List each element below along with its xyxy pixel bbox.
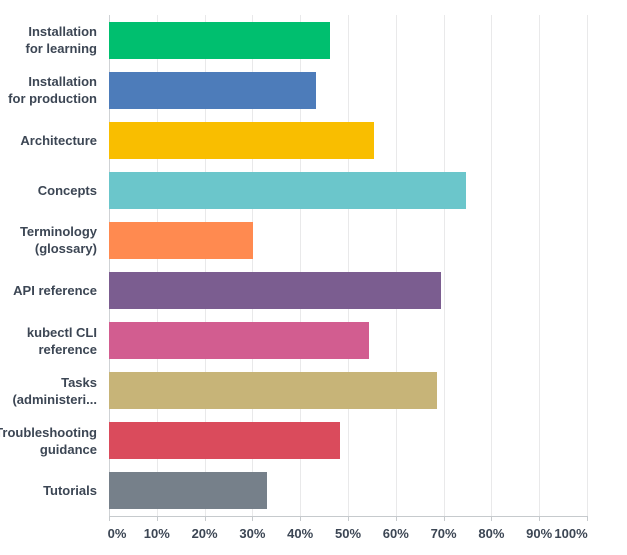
bar-row xyxy=(109,15,587,65)
category-label: Troubleshooting guidance xyxy=(0,424,97,457)
x-tick-label: 70% xyxy=(430,526,457,541)
x-tick-label: 90% xyxy=(526,526,553,541)
bar xyxy=(109,272,442,310)
y-axis-line xyxy=(109,15,110,516)
category-axis: Installation for learning Installation fo… xyxy=(0,15,103,516)
gridline xyxy=(348,15,349,516)
x-tick-label: 0% xyxy=(107,526,127,541)
gridline xyxy=(539,15,541,516)
bar-row xyxy=(109,165,587,215)
bar xyxy=(109,221,254,259)
bar-row xyxy=(109,416,587,466)
bar xyxy=(109,422,340,460)
x-tick-label: 40% xyxy=(287,526,314,541)
category-label: Terminology (glossary) xyxy=(19,224,97,257)
bar-row xyxy=(109,215,587,265)
category-label: kubectl CLI reference xyxy=(26,324,97,357)
category-label: Tutorials xyxy=(43,483,97,499)
bar-row xyxy=(109,115,587,165)
x-tick-label: 50% xyxy=(334,526,362,541)
x-tick-label: 100% xyxy=(554,526,588,541)
bar xyxy=(109,322,370,360)
x-axis-tick xyxy=(587,516,588,521)
x-tick-label: 60% xyxy=(382,526,409,541)
gridline xyxy=(156,15,158,516)
bar xyxy=(109,171,466,209)
bar xyxy=(109,372,437,410)
x-tick-label: 20% xyxy=(191,526,218,541)
x-tick-label: 80% xyxy=(478,526,505,541)
x-tick-label: 10% xyxy=(143,526,170,541)
x-axis-tick xyxy=(491,516,493,521)
x-axis-tick xyxy=(539,516,541,521)
x-tick-label: 30% xyxy=(239,526,266,541)
bar-row xyxy=(109,366,587,416)
category-label: Concepts xyxy=(37,182,97,198)
x-axis-tick xyxy=(395,516,397,521)
gridline xyxy=(395,15,397,516)
x-axis-tick xyxy=(156,516,158,521)
bar-row xyxy=(109,466,587,516)
bar-row xyxy=(109,316,587,366)
category-label: Tasks (administeri... xyxy=(12,374,97,407)
x-axis-tick xyxy=(443,516,445,521)
category-label: Installation for learning xyxy=(25,24,97,57)
x-axis-tick xyxy=(348,516,349,521)
x-axis-tick xyxy=(204,516,206,521)
gridline xyxy=(587,15,588,516)
gridline xyxy=(204,15,206,516)
gridline xyxy=(491,15,493,516)
bar-row xyxy=(109,65,587,115)
gridline xyxy=(443,15,445,516)
x-axis-tick xyxy=(252,516,254,521)
bar-row xyxy=(109,266,587,316)
x-axis-tick xyxy=(300,516,302,521)
category-label: Architecture xyxy=(20,132,97,148)
plot-area: 0% 10% 20% 30% 40% 50% 60% 70% 80% 90% 100% xyxy=(108,15,588,541)
category-label: API reference xyxy=(13,283,97,299)
category-label: Installation for production xyxy=(8,74,97,107)
gridline xyxy=(300,15,302,516)
bar xyxy=(109,71,317,109)
gridline xyxy=(252,15,254,516)
bar xyxy=(109,121,375,159)
bar xyxy=(109,472,267,510)
bar xyxy=(109,21,331,59)
x-axis-tick xyxy=(109,516,110,521)
